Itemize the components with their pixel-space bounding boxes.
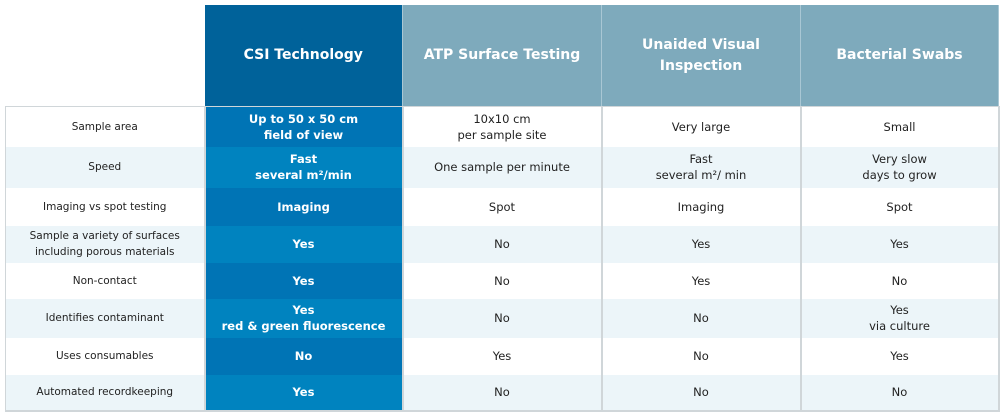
cell-line: No: [494, 385, 510, 399]
row-label: Speed: [5, 146, 206, 188]
row-label: Non-contact: [5, 262, 206, 299]
row-label: Imaging vs spot testing: [5, 187, 206, 226]
table-cell: Yes via culture: [800, 298, 1000, 338]
table-cell: One sample per minute: [402, 146, 603, 188]
table-cell: Yes: [204, 374, 404, 412]
table-cell: Yes: [402, 337, 603, 375]
table-cell: Imaging: [601, 187, 802, 226]
cell-line: several m²/min: [255, 168, 352, 182]
cell-line: Imaging: [277, 199, 330, 214]
table-cell: Spot: [402, 187, 603, 226]
row-label: Sample a variety of surfaces including p…: [5, 225, 206, 263]
column-header: Unaided Visual Inspection: [601, 5, 801, 107]
cell-line: No: [693, 349, 709, 363]
table-cell: Yes red & green fluorescence: [204, 298, 404, 338]
cell-line: Fast: [289, 152, 318, 166]
table-cell: No: [601, 298, 802, 338]
column-header: ATP Surface Testing: [402, 5, 602, 107]
cell-line: Yes: [292, 303, 315, 317]
cell-line: Yes: [691, 273, 711, 288]
cell-line: Yes: [292, 273, 315, 288]
cell-line: Yes: [492, 349, 512, 363]
table-cell: No: [402, 374, 603, 412]
column-header: Bacterial Swabs: [800, 5, 999, 107]
cell-line: No: [294, 349, 313, 363]
cell-line: Yes: [292, 237, 315, 251]
table-row: Identifies contaminant Yes red & green flu…: [5, 298, 1000, 338]
table-row: Automated recordkeeping Yes No No No: [5, 374, 1000, 412]
cell-line: per sample site: [457, 127, 547, 142]
comparison-table: CSI Technology ATP Surface Testing Unaided…: [5, 5, 1000, 412]
row-label: Sample area: [5, 106, 206, 147]
cell-line: Very large: [671, 119, 731, 134]
cell-line: Very slow: [872, 152, 927, 166]
table-cell: Small: [800, 106, 1000, 147]
table-cell: Very slow days to grow: [800, 146, 1000, 188]
cell-line: No: [891, 273, 908, 288]
table-cell: Yes: [601, 225, 802, 263]
cell-line: several m²/ min: [655, 168, 747, 182]
cell-line: days to grow: [862, 168, 937, 182]
cell-line: No: [693, 385, 709, 399]
table-cell: No: [402, 262, 603, 299]
cell-line: No: [494, 237, 510, 251]
table-cell: Yes: [601, 262, 802, 299]
table-cell: Up to 50 x 50 cm field of view: [204, 106, 404, 147]
cell-line: Fast: [689, 152, 713, 166]
row-label: Automated recordkeeping: [5, 374, 206, 412]
table-cell: No: [800, 262, 1000, 299]
table-row: Sample area Up to 50 x 50 cm field of view…: [5, 106, 1000, 147]
cell-line: No: [693, 311, 709, 325]
cell-line: Up to 50 x 50 cm: [248, 111, 359, 126]
table-cell: No: [204, 337, 404, 375]
row-label: Identifies contaminant: [5, 298, 206, 338]
table-cell: Very large: [601, 106, 802, 147]
table-cell: Fast several m²/min: [204, 146, 404, 188]
table-cell: Yes: [204, 225, 404, 263]
table-cell: Yes: [800, 337, 1000, 375]
table-row: Non-contact Yes No Yes No: [5, 262, 1000, 299]
table-cell: Imaging: [204, 187, 404, 226]
table-row: Sample a variety of surfaces including p…: [5, 225, 1000, 263]
table-row: Speed Fast several m²/min One sample per mi…: [5, 146, 1000, 188]
cell-line: Yes: [890, 303, 909, 317]
table-cell: No: [800, 374, 1000, 412]
table-cell: No: [402, 298, 603, 338]
cell-line: via culture: [869, 319, 930, 333]
table-cell: Yes: [800, 225, 1000, 263]
table-cell: No: [402, 225, 603, 263]
cell-line: red & green fluorescence: [221, 319, 386, 333]
header-blank: [5, 5, 205, 107]
table-cell: Fast several m²/ min: [601, 146, 802, 188]
row-label: Uses consumables: [5, 337, 206, 375]
cell-line: No: [494, 273, 510, 288]
cell-line: No: [494, 311, 510, 325]
table-row: Uses consumables No Yes No Yes: [5, 337, 1000, 375]
cell-line: Yes: [691, 237, 711, 251]
table-cell: Spot: [800, 187, 1000, 226]
cell-line: Yes: [890, 349, 909, 363]
cell-line: Yes: [890, 237, 909, 251]
table-cell: No: [601, 374, 802, 412]
cell-line: No: [891, 385, 908, 399]
cell-line: Small: [883, 119, 916, 134]
cell-line: One sample per minute: [434, 160, 570, 174]
column-header: CSI Technology: [204, 5, 403, 107]
table-cell: No: [601, 337, 802, 375]
cell-line: 10x10 cm: [473, 111, 531, 126]
cell-line: Yes: [292, 385, 315, 399]
cell-line: Spot: [886, 199, 913, 214]
table-row: Imaging vs spot testing Imaging Spot Imagin…: [5, 187, 1000, 226]
table-cell: 10x10 cm per sample site: [402, 106, 603, 147]
cell-line: Spot: [488, 199, 516, 214]
cell-line: field of view: [263, 127, 344, 142]
cell-line: Imaging: [677, 199, 725, 214]
table-cell: Yes: [204, 262, 404, 299]
